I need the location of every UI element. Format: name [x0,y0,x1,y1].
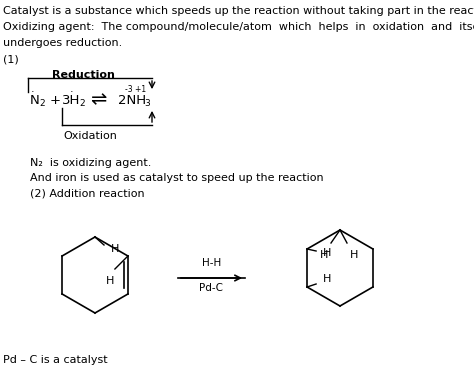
Text: undergoes reduction.: undergoes reduction. [3,38,122,48]
Text: H: H [320,250,328,260]
Text: Catalyst is a substance which speeds up the reaction without taking part in the : Catalyst is a substance which speeds up … [3,6,474,16]
Text: And iron is used as catalyst to speed up the reaction: And iron is used as catalyst to speed up… [30,173,324,183]
Text: ·: · [31,87,35,97]
Text: H: H [111,244,119,254]
Text: 2: 2 [39,100,45,108]
Text: Pd-C: Pd-C [200,283,224,293]
Text: N: N [30,94,40,107]
Text: Pd – C is a catalyst: Pd – C is a catalyst [3,355,108,365]
Text: 3H: 3H [62,94,81,107]
Text: H-H: H-H [202,258,221,268]
Text: H: H [106,276,114,286]
Text: Oxidizing agent:  The compound/molecule/atom  which  helps  in  oxidation  and  : Oxidizing agent: The compound/molecule/a… [3,22,474,32]
Text: (2) Addition reaction: (2) Addition reaction [30,188,145,198]
Text: ⇌: ⇌ [90,91,106,110]
Text: 3: 3 [144,100,150,108]
Text: ·: · [70,87,73,97]
Text: -3 +1: -3 +1 [125,85,146,94]
Text: Oxidation: Oxidation [63,131,117,141]
Text: H: H [350,250,358,260]
Text: +: + [50,94,61,107]
Text: N₂  is oxidizing agent.: N₂ is oxidizing agent. [30,158,151,168]
Text: Reduction: Reduction [52,70,115,80]
Text: (1): (1) [3,54,19,64]
Text: H: H [323,248,331,258]
Text: H: H [323,274,331,284]
Text: 2NH: 2NH [118,94,146,107]
Text: 2: 2 [79,100,85,108]
